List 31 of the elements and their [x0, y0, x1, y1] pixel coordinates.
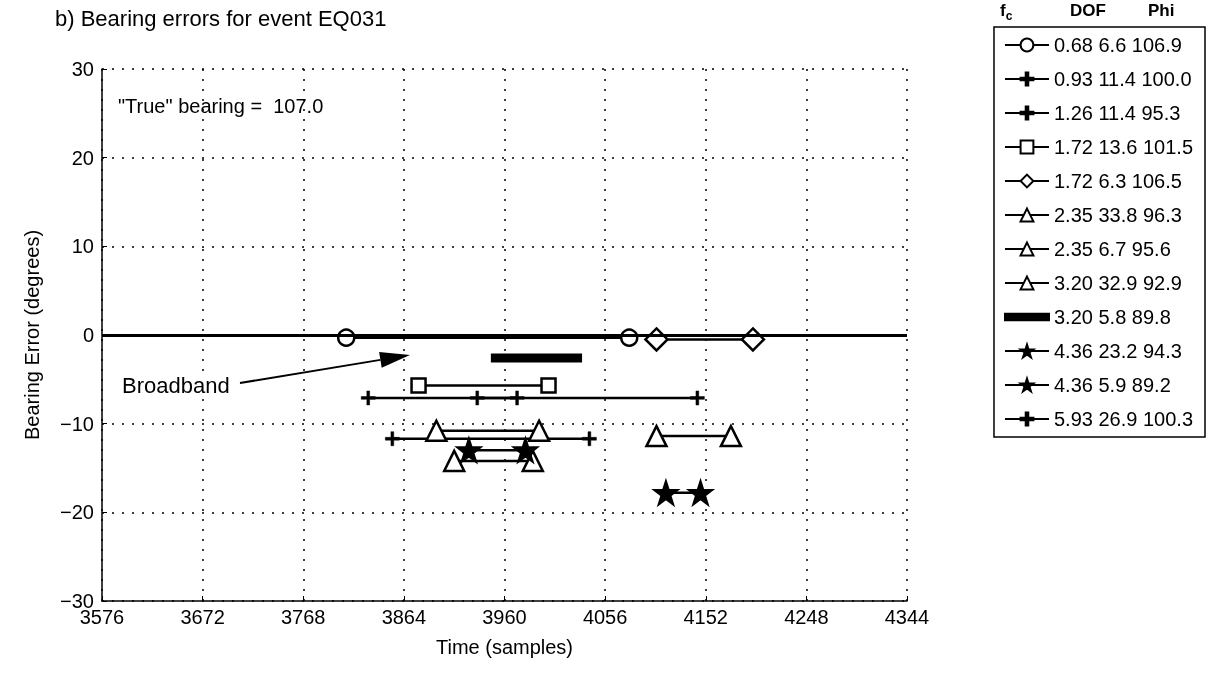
x-tick-label: 4248	[784, 606, 829, 628]
x-tick-label: 4056	[582, 606, 628, 628]
y-axis-title: Bearing Error (degrees)	[21, 229, 43, 441]
x-tick-label: 3960	[482, 606, 527, 628]
y-tick-label: −10	[60, 412, 94, 435]
x-tick-label: 3864	[381, 606, 427, 628]
legend-label: 3.20 5.8 89.8	[1053, 306, 1171, 328]
legend-label: 1.72 6.3 106.5	[1053, 170, 1182, 192]
y-tick-label: −20	[60, 501, 94, 524]
legend-label: 4.36 5.9 89.2	[1053, 374, 1171, 396]
legend-label: 0.68 6.6 106.9	[1053, 34, 1182, 56]
legend-label: 0.93 11.4 100.0	[1053, 68, 1192, 90]
chart-title: b) Bearing errors for event EQ031	[55, 5, 387, 31]
x-tick-label: 4344	[884, 606, 930, 628]
legend-label: 4.36 23.2 94.3	[1053, 340, 1182, 362]
y-tick-label: 30	[71, 58, 94, 80]
x-tick-label: 4152	[683, 606, 728, 628]
y-tick-label: 20	[71, 146, 94, 169]
x-tick-label: 3672	[180, 606, 225, 628]
legend-label: 2.35 6.7 95.6	[1053, 238, 1171, 260]
annotation: Broadband	[122, 372, 230, 398]
y-tick-label: 0	[82, 324, 94, 346]
x-tick-label: 3768	[281, 606, 326, 628]
legend-label: 2.35 33.8 96.3	[1053, 204, 1182, 226]
annotation: "True" bearing = 107.0	[118, 95, 324, 117]
legend-label: 3.20 32.9 92.9	[1053, 272, 1182, 294]
legend-label: 5.93 26.9 100.3	[1053, 408, 1193, 430]
x-axis-title: Time (samples)	[435, 636, 574, 658]
legend-label: 1.26 11.4 95.3	[1053, 102, 1181, 124]
y-tick-label: 10	[71, 235, 94, 258]
legend-label: 1.72 13.6 101.5	[1053, 136, 1193, 158]
